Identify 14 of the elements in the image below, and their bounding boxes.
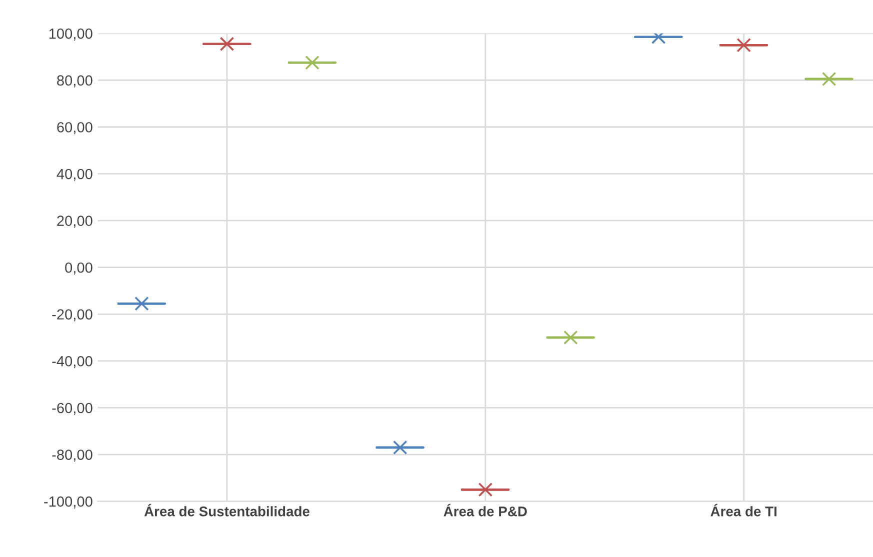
y-tick-label: 0,00 [65, 262, 92, 275]
y-tick-label: 100,00 [49, 28, 92, 41]
y-tick-label: -80,00 [52, 450, 92, 462]
y-tick-label: -60,00 [52, 402, 92, 415]
y-tick-label: -20,00 [52, 309, 92, 322]
y-tick-label: 40,00 [56, 168, 92, 181]
y-tick-label: -40,00 [52, 356, 92, 368]
y-tick-label: 60,00 [57, 122, 92, 134]
y-tick-label: -100,00 [44, 496, 92, 508]
y-tick-label: 80,00 [57, 75, 92, 88]
x-tick-label: Área de TI [710, 504, 776, 516]
x-tick-label: Área de Sustentabilidade [144, 504, 310, 516]
x-tick-label: Área de P&D [444, 504, 527, 516]
y-tick-label: 20,00 [57, 216, 92, 228]
